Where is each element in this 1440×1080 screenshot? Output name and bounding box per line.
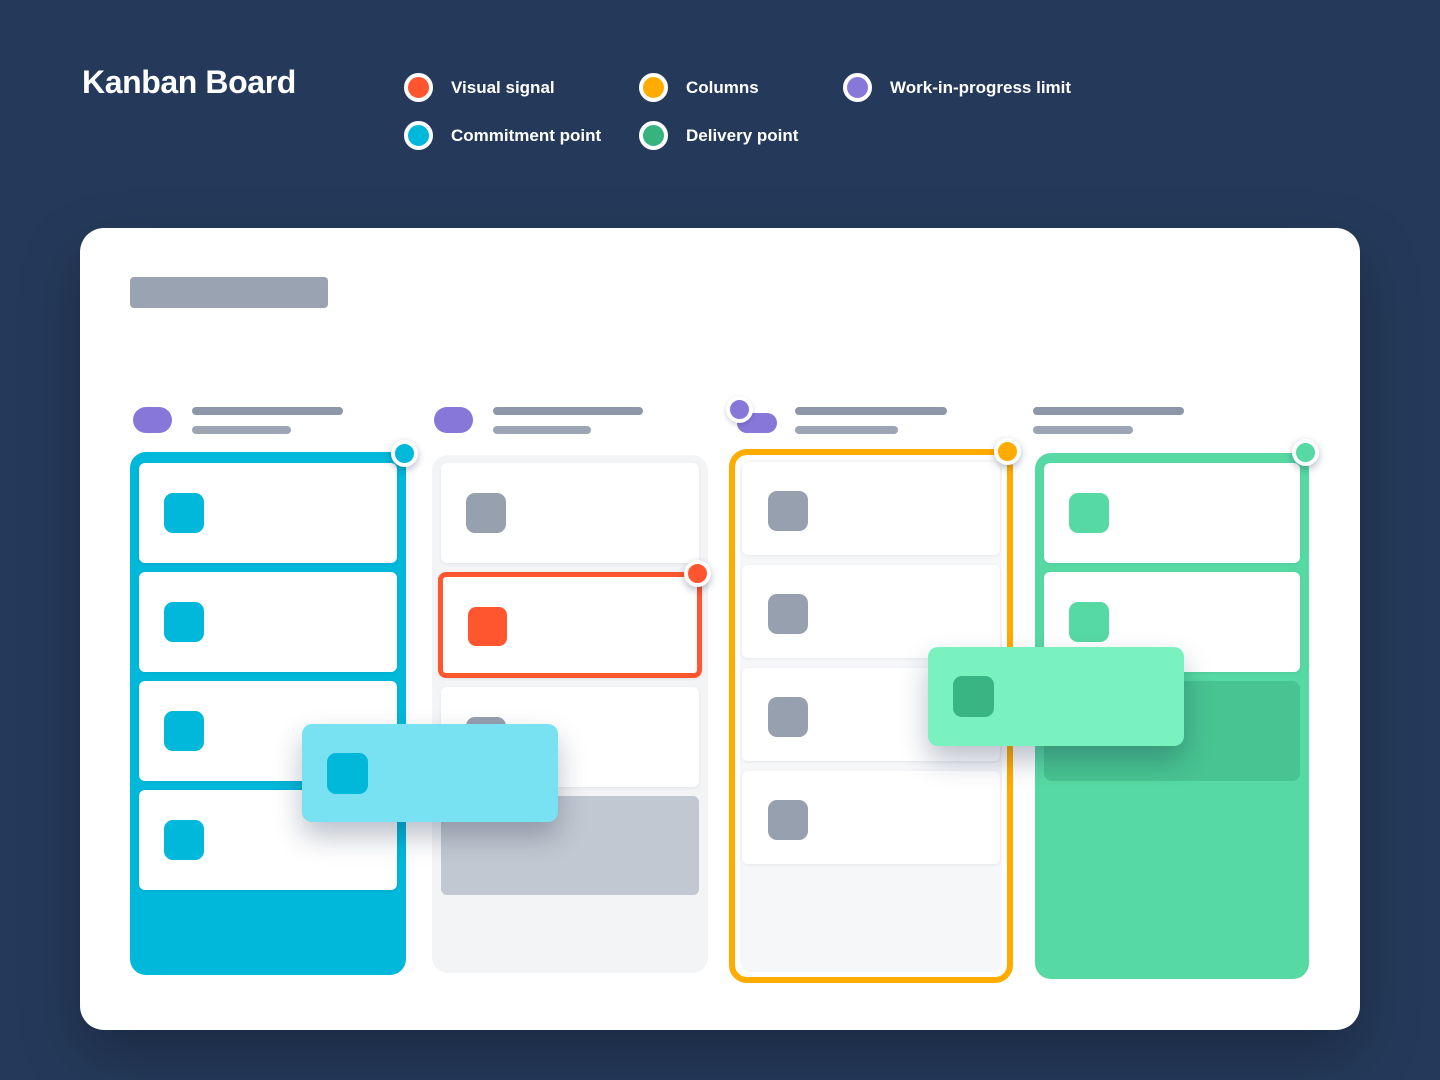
card-icon-placeholder — [768, 697, 808, 737]
header-line-placeholder — [493, 407, 643, 415]
dragged-card-cyan — [302, 724, 558, 822]
commitment-point-dot-icon — [404, 121, 433, 150]
visual-signal-card — [438, 572, 702, 678]
legend-label: Delivery point — [686, 125, 799, 145]
wip-limit-dot — [726, 396, 753, 423]
header-line-placeholder — [493, 426, 591, 434]
dragged-card-green — [928, 647, 1184, 746]
header-text-placeholder — [493, 407, 643, 434]
card-icon-placeholder — [164, 711, 204, 751]
header-line-placeholder — [795, 426, 898, 434]
column-3-header — [795, 407, 947, 434]
column-4-header — [1033, 407, 1184, 434]
legend-label: Work-in-progress limit — [890, 77, 1072, 97]
card-icon-placeholder — [327, 753, 368, 794]
card-icon-placeholder — [164, 820, 204, 860]
legend-item-delivery-point: Delivery point — [639, 121, 798, 150]
card-icon-placeholder — [466, 493, 506, 533]
visual-signal-dot-icon — [404, 73, 433, 102]
card-placeholder — [139, 463, 397, 563]
card-placeholder — [441, 463, 699, 563]
card-placeholder — [742, 462, 1000, 555]
wip-pill — [133, 407, 172, 433]
header-text-placeholder — [795, 407, 947, 434]
legend-item-wip-limit: Work-in-progress limit — [843, 73, 1071, 102]
card-placeholder — [742, 565, 1000, 658]
wip-pill — [434, 407, 473, 433]
board-canvas — [80, 228, 1360, 1030]
legend-label: Visual signal — [451, 77, 555, 97]
columns-dot-icon — [639, 73, 668, 102]
legend-item-commitment-point: Commitment point — [404, 121, 601, 150]
board-title-placeholder — [130, 277, 328, 308]
card-icon-placeholder — [768, 800, 808, 840]
column-1-header — [133, 407, 343, 434]
card-icon-placeholder — [164, 493, 204, 533]
visual-signal-marker — [684, 560, 711, 587]
card-placeholder — [742, 771, 1000, 864]
card-placeholder — [139, 572, 397, 672]
column-commitment — [130, 452, 406, 975]
legend-label: Columns — [686, 77, 759, 97]
header-line-placeholder — [1033, 426, 1133, 434]
card-icon-placeholder — [1069, 493, 1109, 533]
card-placeholder — [1044, 463, 1300, 563]
delivery-point-marker — [1292, 439, 1319, 466]
card-icon-placeholder — [768, 594, 808, 634]
commitment-point-marker — [391, 440, 418, 467]
column-neutral — [432, 455, 708, 973]
header-line-placeholder — [1033, 407, 1184, 415]
header-line-placeholder — [192, 407, 343, 415]
header-text-placeholder — [1033, 407, 1184, 434]
page-title: Kanban Board — [82, 64, 296, 100]
column-2-header — [434, 407, 643, 434]
legend-item-visual-signal: Visual signal — [404, 73, 555, 102]
wip-limit-dot-icon — [843, 73, 872, 102]
legend-item-columns: Columns — [639, 73, 759, 102]
header-text-placeholder — [192, 407, 343, 434]
card-icon-placeholder — [768, 491, 808, 531]
card-icon-placeholder — [164, 602, 204, 642]
delivery-point-dot-icon — [639, 121, 668, 150]
header-line-placeholder — [192, 426, 291, 434]
card-icon-placeholder — [468, 607, 507, 646]
header-line-placeholder — [795, 407, 947, 415]
card-icon-placeholder — [953, 676, 994, 717]
card-icon-placeholder — [1069, 602, 1109, 642]
legend-label: Commitment point — [451, 125, 602, 145]
columns-marker — [994, 438, 1021, 465]
